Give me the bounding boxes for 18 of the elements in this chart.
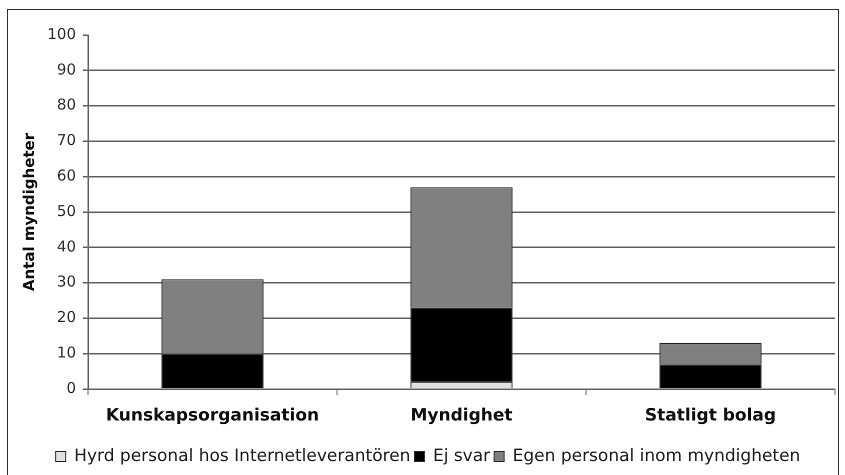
y-tick-label: 80	[56, 96, 76, 114]
y-tick-label: 60	[56, 166, 76, 184]
y-tick-label: 100	[47, 24, 76, 43]
y-tick-label: 90	[56, 60, 76, 78]
legend-label: Hyrd personal hos Internetleverantören	[74, 446, 410, 466]
legend-label: Ej svar	[432, 446, 490, 466]
y-tick-label: 10	[56, 343, 76, 362]
x-tick-label: Statligt bolag	[644, 406, 776, 426]
y-tick-label: 0	[66, 378, 76, 397]
legend-label: Egen personal inom myndigheten	[512, 446, 800, 466]
x-tick-label: Myndighet	[410, 406, 513, 426]
y-tick-label: 70	[56, 131, 76, 150]
y-tick-label: 20	[56, 308, 76, 326]
y-tick-label: 50	[56, 202, 76, 220]
y-tick-label: 40	[56, 237, 76, 256]
y-axis-title: Antal myndigheter	[20, 132, 38, 292]
y-tick-label: 30	[56, 272, 76, 291]
x-tick-label: Kunskapsorganisation	[106, 406, 320, 426]
